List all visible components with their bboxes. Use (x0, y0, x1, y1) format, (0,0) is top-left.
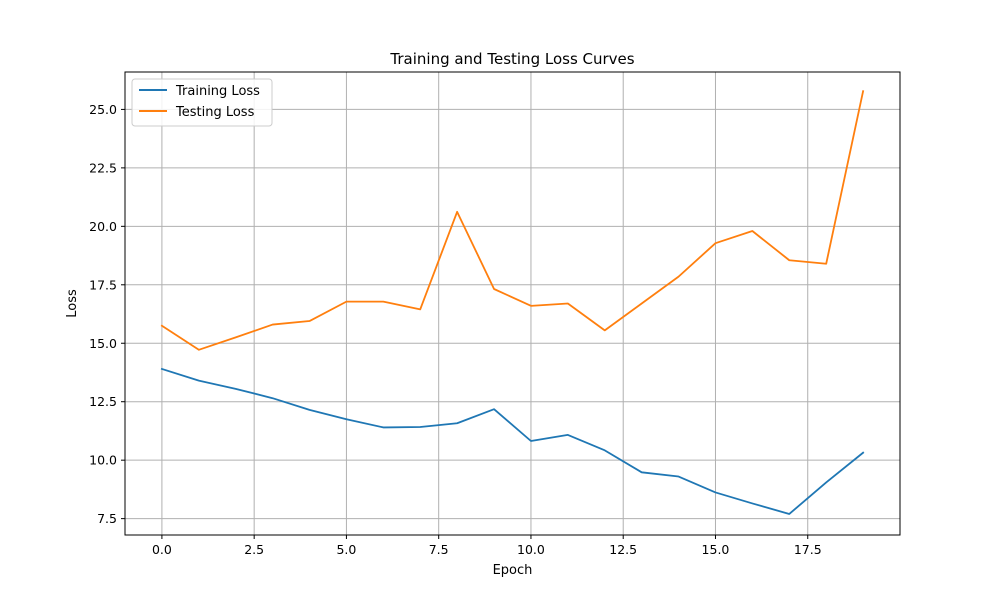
grid-lines (125, 72, 900, 535)
y-tick-label: 10.0 (89, 453, 117, 468)
x-tick-label: 2.5 (244, 542, 264, 557)
y-tick-label: 22.5 (89, 160, 117, 175)
y-tick-label: 25.0 (89, 102, 117, 117)
x-axis-label: Epoch (493, 563, 533, 578)
y-axis-ticks: 7.5 10.0 12.5 15.0 17.5 20.0 22.5 25.0 (89, 102, 125, 526)
y-tick-label: 12.5 (89, 394, 117, 409)
x-tick-label: 17.5 (794, 542, 822, 557)
x-tick-label: 12.5 (609, 542, 637, 557)
x-axis-ticks: 0.0 2.5 5.0 7.5 10.0 12.5 15.0 17.5 (152, 535, 822, 557)
x-tick-label: 0.0 (152, 542, 172, 557)
x-tick-label: 15.0 (702, 542, 730, 557)
x-tick-label: 5.0 (336, 542, 356, 557)
legend-label-training: Training Loss (175, 84, 260, 99)
plot-area-frame (124, 71, 901, 536)
y-tick-label: 20.0 (89, 219, 117, 234)
y-tick-label: 7.5 (97, 511, 117, 526)
training-loss-line (160, 367, 865, 515)
x-tick-label: 10.0 (517, 542, 545, 557)
legend: Training Loss Testing Loss (131, 78, 273, 127)
chart-title: Training and Testing Loss Curves (389, 50, 634, 68)
y-axis-label: Loss (65, 289, 80, 318)
x-tick-label: 7.5 (429, 542, 449, 557)
y-tick-label: 17.5 (89, 277, 117, 292)
testing-loss-line (160, 90, 865, 351)
legend-label-testing: Testing Loss (175, 105, 255, 120)
y-tick-label: 15.0 (89, 336, 117, 351)
series-lines (160, 90, 865, 515)
